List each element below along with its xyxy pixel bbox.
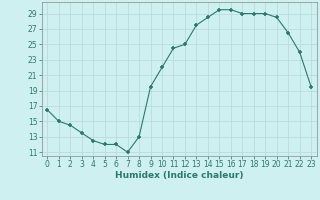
X-axis label: Humidex (Indice chaleur): Humidex (Indice chaleur)	[115, 171, 244, 180]
